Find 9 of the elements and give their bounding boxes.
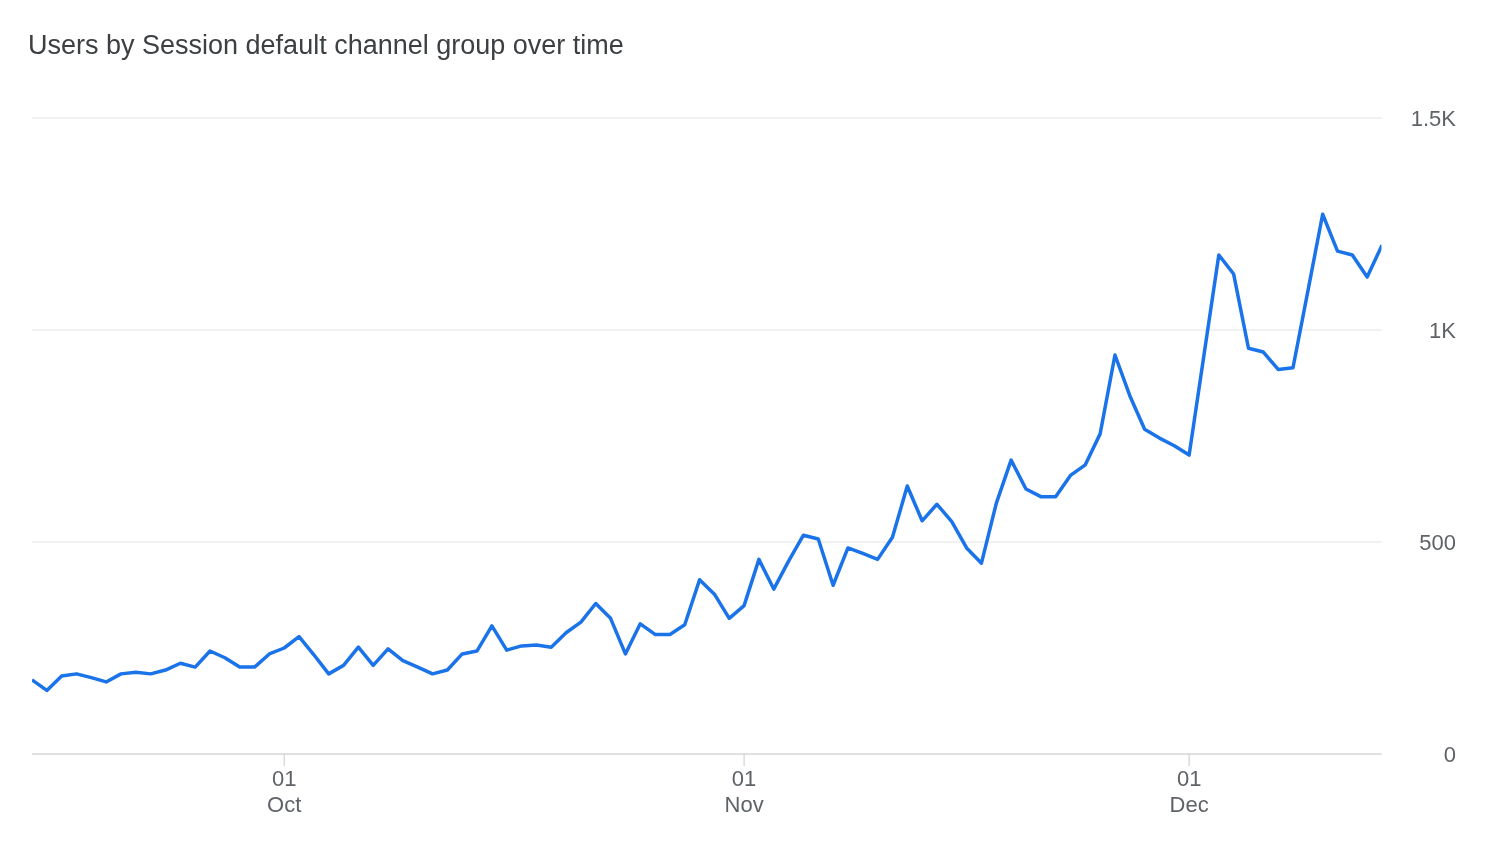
y-tick-label: 1.5K [1410, 106, 1457, 131]
x-tick-label: 01 Dec [1169, 766, 1209, 817]
x-tick-label: 01 Oct [267, 766, 302, 817]
y-tick-label: 500 [1419, 530, 1456, 555]
x-tick-label: 01 Nov [724, 766, 764, 817]
chart-title: Users by Session default channel group over time [27, 29, 625, 62]
line-series [32, 212, 1382, 693]
y-tick-label: 0 [1443, 742, 1456, 767]
y-tick-label: 1K [1429, 318, 1457, 343]
